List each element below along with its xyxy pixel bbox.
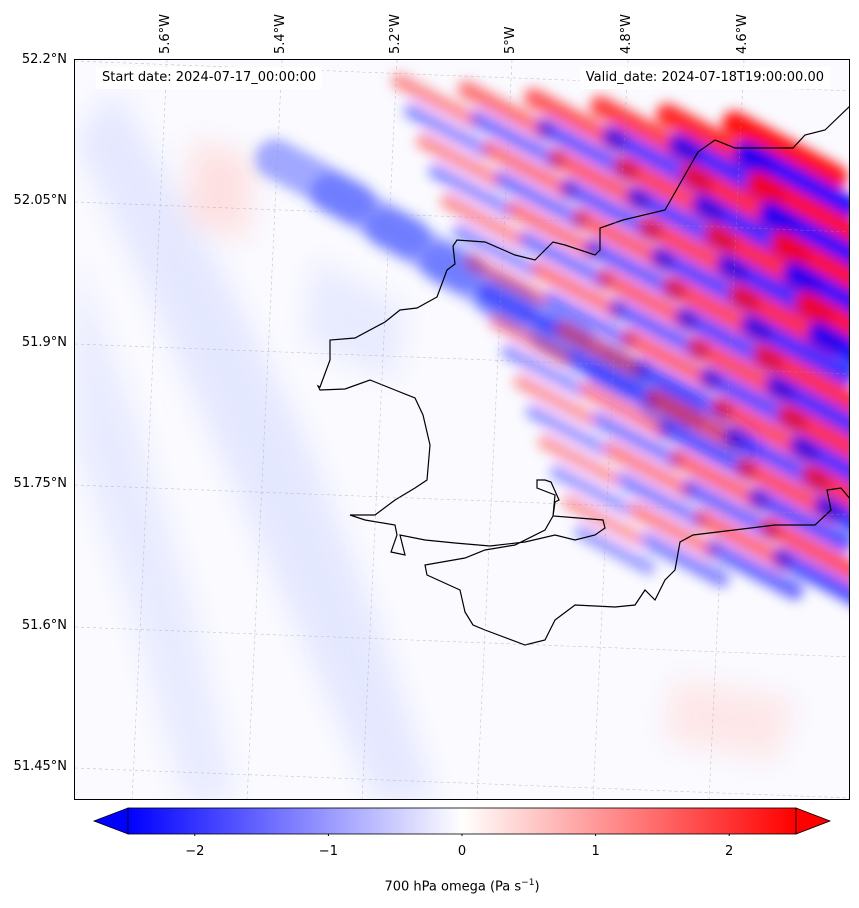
negative-omega-band: [469, 111, 565, 169]
graticule: [75, 60, 849, 799]
positive-omega-band: [770, 231, 849, 309]
positive-omega-band: [530, 261, 624, 319]
colorbar-max-extension: [795, 807, 832, 835]
positive-omega-band: [621, 329, 721, 391]
positive-omega-band: [440, 193, 526, 247]
negative-omega-band: [452, 224, 538, 276]
positive-omega-band: [694, 510, 792, 570]
negative-omega-band: [518, 231, 612, 289]
negative-omega-band: [574, 525, 656, 575]
negative-omega-band: [428, 163, 514, 217]
positive-omega-band: [506, 201, 600, 259]
positive-omega-band: [596, 269, 698, 331]
lon-tick-label: 4.8°W: [619, 13, 634, 54]
graticule-lon-line: [592, 60, 629, 799]
positive-omega-band: [482, 141, 576, 199]
negative-omega-band: [525, 404, 609, 456]
wave-stripes: [255, 73, 849, 613]
negative-omega-band: [706, 540, 804, 600]
positive-omega-band: [548, 148, 650, 212]
lon-tick-label: 5°W: [503, 26, 518, 54]
positive-omega-band: [579, 382, 671, 438]
negative-omega-band: [584, 239, 686, 301]
lat-tick-label: 52.05°N: [13, 193, 67, 208]
negative-omega-band: [550, 464, 632, 516]
positive-omega-band: [802, 464, 849, 536]
colorbar-body: [127, 807, 797, 835]
positive-omega-band: [777, 404, 849, 476]
negative-omega-band: [501, 344, 585, 396]
colorbar-tick-label: 2: [725, 844, 734, 859]
colorbar-min-extension: [92, 807, 129, 835]
colorbar: [92, 807, 832, 836]
colorbar-tick-label: −2: [185, 844, 205, 859]
lat-tick-label: 51.9°N: [21, 335, 67, 350]
negative-omega-band: [616, 472, 706, 528]
positive-omega-band: [746, 171, 849, 249]
negative-omega-band: [814, 494, 849, 566]
graticule-lon-line: [131, 60, 168, 799]
positive-omega-band: [464, 254, 550, 306]
positive-omega-band: [489, 314, 573, 366]
positive-omega-band: [670, 449, 768, 511]
negative-omega-band: [741, 314, 849, 386]
graticule-lon-line: [361, 60, 398, 799]
colorbar-label: 700 hPa omega (Pa s−1): [384, 878, 540, 895]
positive-omega-band: [760, 517, 849, 583]
colorbar-tick-label: −1: [318, 844, 338, 859]
lon-tick-label: 5.2°W: [388, 13, 403, 54]
negative-omega-band: [476, 284, 562, 336]
negative-omega-band: [734, 141, 849, 219]
positive-omega-band: [555, 321, 647, 379]
start-date-label: Start date: 2024-07-17_00:00:00: [96, 67, 323, 89]
lon-tick-label: 5.6°W: [158, 13, 173, 54]
negative-omega-band: [543, 291, 635, 349]
negative-omega-band: [772, 547, 849, 613]
negative-omega-band: [807, 321, 849, 399]
positive-omega-band: [628, 502, 718, 558]
negative-omega-band: [790, 434, 849, 506]
negative-omega-band: [591, 412, 683, 468]
negative-omega-band: [560, 178, 662, 242]
positive-omega-band: [795, 291, 849, 369]
negative-omega-band: [640, 532, 730, 588]
lat-tick-label: 51.6°N: [21, 618, 67, 633]
lat-tick-label: 51.75°N: [13, 476, 67, 491]
negative-omega-band: [609, 299, 709, 361]
positive-omega-band: [391, 73, 479, 127]
negative-omega-band: [657, 419, 757, 481]
valid-date-label: Valid_date: 2024-07-18T19:00:00.00: [579, 67, 830, 89]
lat-tick-label: 51.45°N: [13, 759, 67, 774]
colorbar-tick-label: 0: [457, 844, 467, 859]
positive-omega-band: [523, 88, 627, 152]
negative-omega-band: [765, 374, 849, 446]
positive-omega-band: [603, 442, 695, 498]
positive-omega-band: [513, 374, 597, 426]
negative-omega-band: [403, 103, 491, 157]
graticule-lon-line: [708, 60, 745, 799]
negative-omega-band: [536, 118, 638, 182]
graticule-lon-line: [246, 60, 283, 799]
positive-omega-band: [537, 434, 621, 486]
negative-omega-band: [494, 171, 588, 229]
positive-omega-band: [645, 389, 745, 451]
negative-omega-band: [782, 261, 849, 339]
lon-tick-label: 5.4°W: [273, 13, 288, 54]
coastline: [316, 106, 849, 646]
positive-omega-band: [457, 80, 553, 140]
negative-omega-band: [633, 359, 733, 421]
map-panel: [74, 59, 850, 800]
lat-tick-label: 52.2°N: [21, 52, 67, 67]
positive-omega-band: [722, 110, 848, 190]
positive-omega-band: [753, 344, 849, 416]
graticule-lon-line: [476, 60, 513, 799]
positive-omega-band: [416, 133, 502, 187]
negative-omega-band: [682, 479, 780, 541]
negative-omega-band: [758, 201, 849, 279]
negative-omega-band: [748, 487, 849, 553]
omega-field: [75, 60, 849, 799]
lon-tick-label: 4.6°W: [735, 13, 750, 54]
colorbar-tick-label: 1: [591, 844, 600, 859]
positive-omega-band: [572, 208, 674, 272]
